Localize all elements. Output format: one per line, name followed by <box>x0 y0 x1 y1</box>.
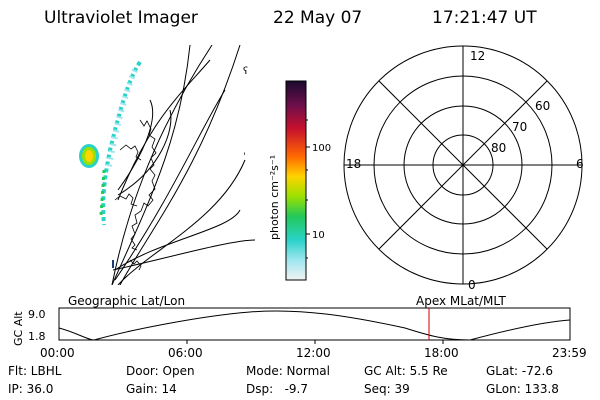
mlt-label-0: 0 <box>468 278 476 292</box>
svg-text:ʕ: ʕ <box>243 66 248 77</box>
timeline: Geographic Lat/Lon Apex MLat/MLT 9.0 1.8… <box>12 294 587 360</box>
polar-plot <box>343 45 583 285</box>
lat-label-60: 60 <box>535 99 550 113</box>
colorbar-tick-100: 100 <box>312 143 331 154</box>
door-info: Door: Open <box>126 364 195 378</box>
lat-label-70: 70 <box>512 120 527 134</box>
timeline-right-label: Apex MLat/MLT <box>416 294 506 308</box>
glat-info: GLat: -72.6 <box>486 364 553 378</box>
dsp-info: Dsp: -9.7 <box>246 382 309 396</box>
lat-label-80: 80 <box>491 141 506 155</box>
colorbar: 100 10 photon cm⁻²s⁻¹ <box>268 80 331 281</box>
polar-labels: 12 18 6 0 60 70 80 <box>346 49 584 292</box>
timeline-xtick-1200: 12:00 <box>296 346 331 360</box>
mlt-label-6: 6 <box>576 157 584 171</box>
uv-image-panel: ʕ ˈ <box>79 45 256 285</box>
ip-info: IP: 36.0 <box>8 382 54 396</box>
instrument-title: Ultraviolet Imager <box>44 8 198 28</box>
timeline-xtick-0000: 00:00 <box>40 346 75 360</box>
timeline-left-label: Geographic Lat/Lon <box>68 294 185 308</box>
colorbar-tick-10: 10 <box>312 230 325 241</box>
timeline-yaxis-label: GC Alt <box>12 311 25 346</box>
glon-info: GLon: 133.8 <box>486 382 559 396</box>
timeline-xtick-2359: 23:59 <box>552 346 587 360</box>
filter-info: Flt: LBHL <box>8 364 62 378</box>
timeline-xtick-1800: 18:00 <box>424 346 459 360</box>
time-label: 17:21:47 UT <box>432 8 537 28</box>
seq-info: Seq: 39 <box>364 382 410 396</box>
timeline-xtick-0600: 06:00 <box>168 346 203 360</box>
mode-info: Mode: Normal <box>246 364 330 378</box>
timeline-ytick-9: 9.0 <box>28 308 46 321</box>
gain-info: Gain: 14 <box>126 382 177 396</box>
colorbar-label: photon cm⁻²s⁻¹ <box>268 155 281 240</box>
svg-text:ˈ: ˈ <box>243 152 246 163</box>
mlt-label-12: 12 <box>470 49 485 63</box>
timeline-ytick-1.8: 1.8 <box>28 330 46 343</box>
date-label: 22 May 07 <box>273 8 363 28</box>
gc-alt-info: GC Alt: 5.5 Re <box>364 364 448 378</box>
mlt-label-18: 18 <box>346 157 361 171</box>
